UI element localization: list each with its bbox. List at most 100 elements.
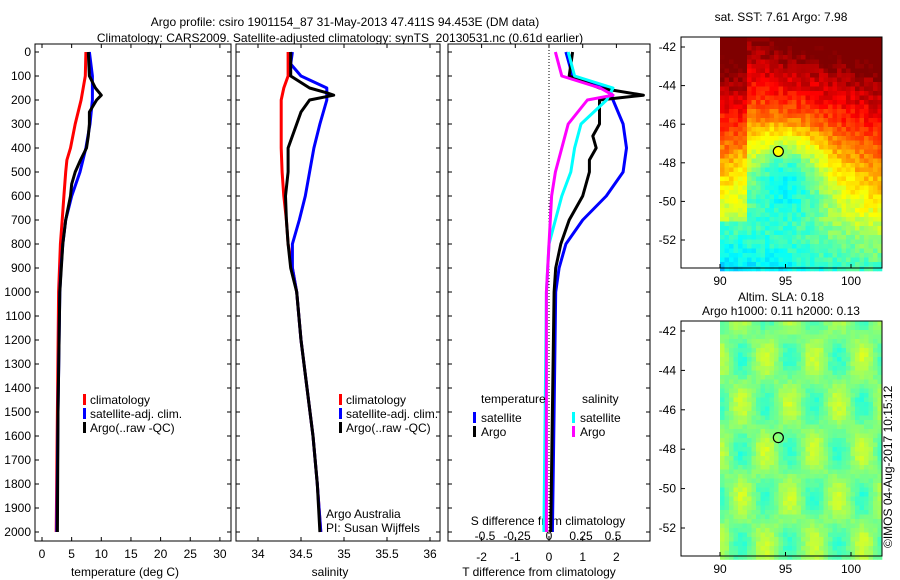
- map-cell: [864, 185, 869, 191]
- map-cell: [783, 154, 788, 159]
- map-cell: [873, 465, 878, 470]
- map-cell: [783, 411, 788, 416]
- map-cell: [747, 145, 752, 150]
- map-cell: [774, 411, 779, 416]
- map-cell: [805, 465, 811, 470]
- map-cell: [778, 469, 784, 475]
- map-cell: [747, 510, 752, 515]
- map-cell: [760, 370, 766, 376]
- map-cell: [868, 406, 874, 412]
- map-cell: [814, 546, 820, 551]
- map-cell: [751, 451, 757, 457]
- map-cell: [756, 325, 761, 331]
- map-cell: [720, 325, 725, 331]
- map-cell: [738, 190, 743, 195]
- map-cell: [814, 469, 820, 475]
- map-cell: [873, 248, 878, 254]
- map-cell: [873, 379, 878, 385]
- map-cell: [873, 546, 878, 551]
- map-cell: [864, 492, 869, 497]
- map-cell: [801, 546, 806, 551]
- map-cell: [859, 339, 865, 344]
- map-cell: [742, 59, 748, 65]
- map-cell: [787, 230, 793, 236]
- map-cell: [724, 483, 730, 488]
- map-cell: [837, 181, 842, 186]
- map-cell: [868, 136, 874, 141]
- map-cell: [729, 257, 734, 263]
- map-cell: [832, 505, 838, 511]
- map-cell: [742, 41, 748, 47]
- map-cell: [778, 330, 784, 335]
- map-cell: [724, 244, 730, 249]
- map-cell: [733, 248, 739, 254]
- map-cell: [778, 50, 784, 56]
- map-cell: [742, 248, 748, 254]
- map-cell: [756, 59, 761, 65]
- map-cell: [828, 483, 833, 488]
- map-cell: [846, 100, 851, 105]
- map-cell: [868, 528, 874, 533]
- map-cell: [796, 321, 802, 326]
- map-cell: [720, 248, 725, 254]
- map-cell: [724, 420, 730, 425]
- map-cell: [756, 483, 761, 488]
- map-cell: [787, 118, 793, 123]
- map-cell: [783, 86, 788, 92]
- map-cell: [760, 172, 766, 177]
- map-cell: [850, 366, 856, 371]
- map-cell: [877, 343, 883, 349]
- map-cell: [778, 415, 784, 421]
- map-cell: [787, 514, 793, 520]
- map-cell: [832, 460, 838, 466]
- map-cell: [733, 393, 739, 398]
- map-cell: [868, 370, 874, 376]
- map-cell: [751, 528, 757, 533]
- map-cell: [832, 100, 838, 105]
- map-cell: [868, 388, 874, 394]
- map-cell: [792, 510, 797, 515]
- x-tick-label: 1: [579, 550, 586, 564]
- map-cell: [868, 109, 874, 114]
- map-cell: [738, 496, 743, 502]
- map-cell: [778, 352, 784, 358]
- map-cell: [805, 230, 811, 236]
- map-cell: [814, 68, 820, 74]
- map-cell: [724, 154, 730, 159]
- map-cell: [841, 167, 847, 173]
- map-cell: [792, 181, 797, 186]
- map-cell: [837, 154, 842, 159]
- map-cell: [729, 239, 734, 245]
- map-cell: [832, 109, 838, 114]
- map-cell: [733, 451, 739, 457]
- map-cell: [819, 361, 824, 367]
- map-cell: [868, 266, 874, 272]
- map-cell: [823, 239, 829, 245]
- map-cell: [724, 82, 730, 87]
- map-cell: [747, 465, 752, 470]
- map-cell: [823, 519, 829, 524]
- map-cell: [801, 95, 806, 101]
- map-cell: [810, 334, 815, 340]
- map-cell: [792, 496, 797, 502]
- map-cell: [837, 158, 842, 164]
- map-cell: [855, 555, 860, 560]
- map-cell: [738, 384, 743, 389]
- map-cell: [783, 55, 788, 60]
- map-cell: [873, 190, 878, 195]
- map-cell: [801, 86, 806, 92]
- map-cell: [778, 136, 784, 141]
- map-cell: [783, 528, 788, 533]
- map-cell: [868, 555, 874, 560]
- map-cell: [877, 239, 883, 245]
- map-cell: [751, 456, 757, 461]
- map-cell: [747, 496, 752, 502]
- map-cell: [796, 496, 802, 502]
- map-cell: [841, 50, 847, 56]
- x-tick-label: 30: [213, 547, 227, 561]
- map-cell: [828, 73, 833, 78]
- map-cell: [850, 379, 856, 385]
- map-cell: [792, 46, 797, 51]
- map-cell: [769, 460, 775, 466]
- map-cell: [868, 438, 874, 443]
